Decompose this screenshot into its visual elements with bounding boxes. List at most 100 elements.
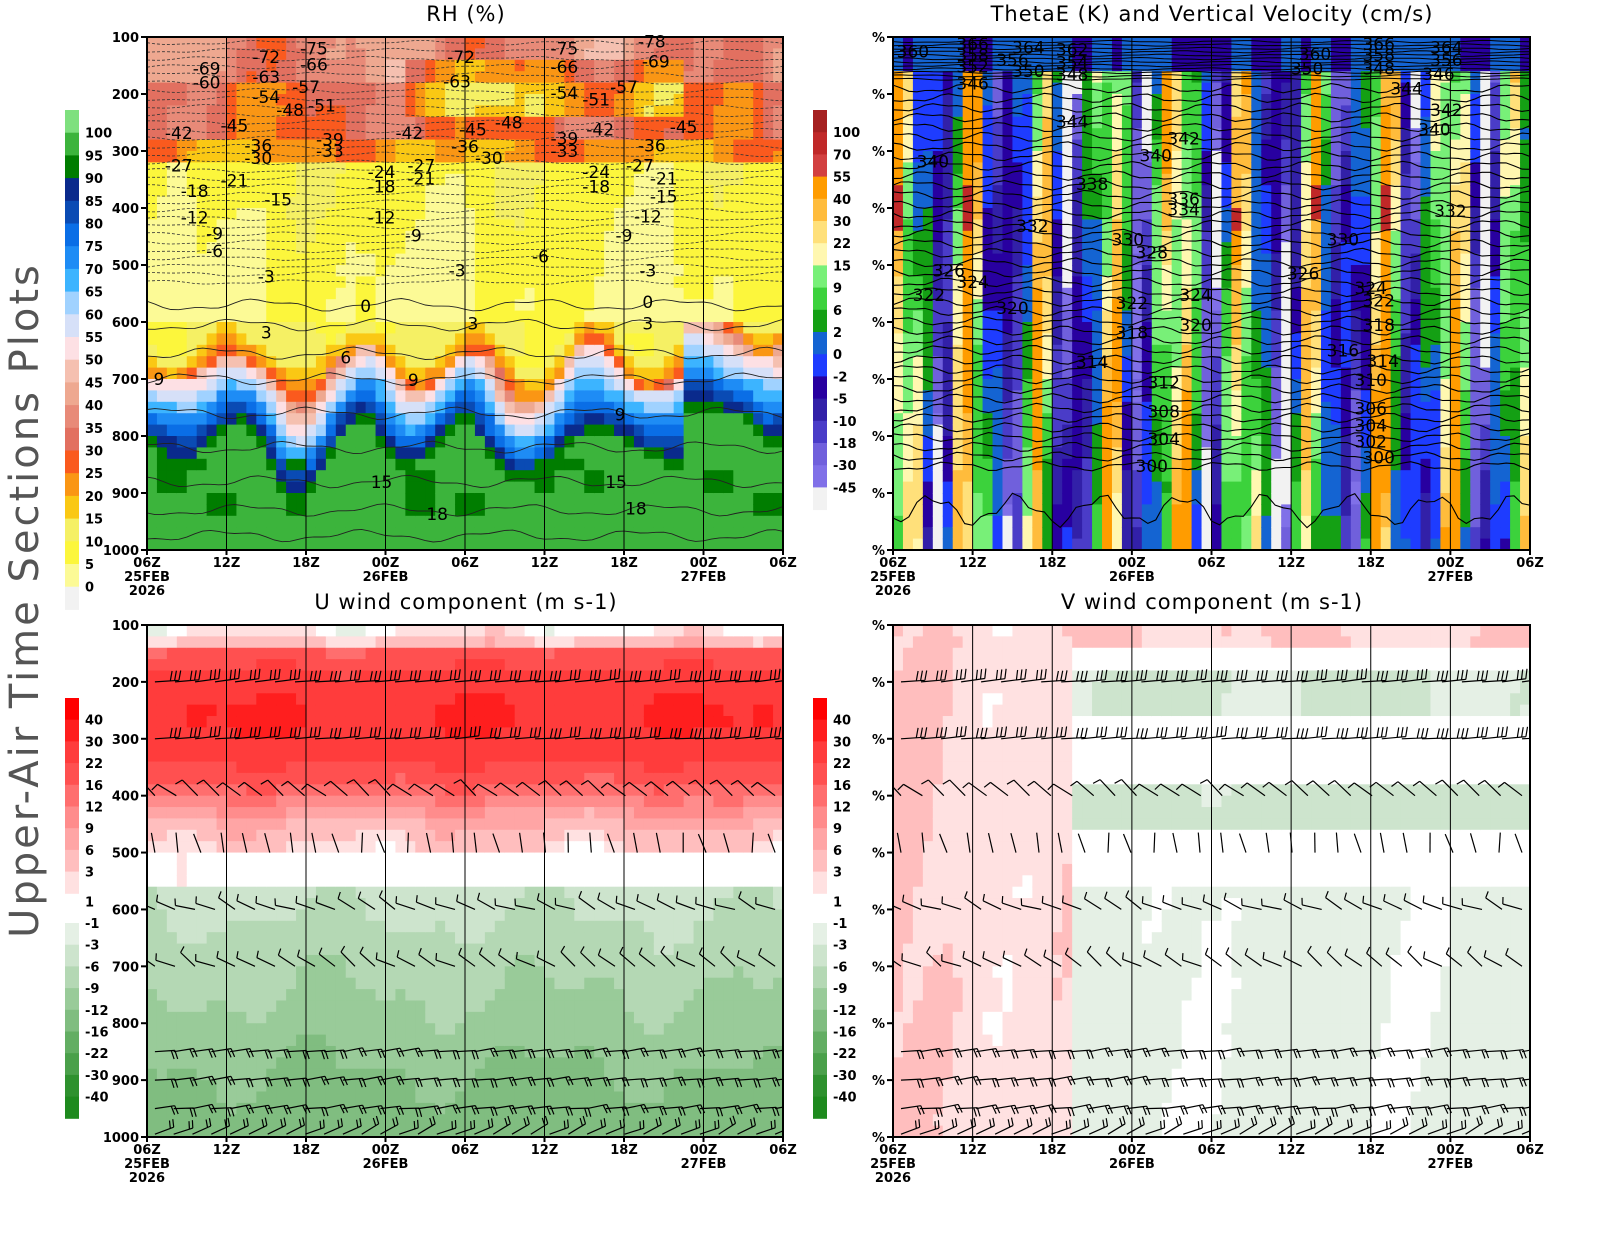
rh-field-cell [643,538,655,550]
thetae-field-cell [972,515,984,528]
rh-field-cell [544,436,556,448]
rh-field-cell [504,515,516,528]
rh-contour-label: -21 [221,172,249,192]
rh-field-cell [753,493,764,505]
rh-field-cell [395,265,406,277]
rh-field-cell [216,196,228,209]
rh-field-cell [355,173,367,186]
rh-field-cell [733,37,744,49]
thetae-field-cell [1271,390,1282,403]
rh-field-cell [216,230,228,243]
thetae-field-cell [1201,71,1213,84]
rh-field-cell [753,299,764,312]
rh-contour-label: 15 [605,473,627,493]
rh-field-cell [256,162,267,175]
thetae-field-cell [902,71,914,84]
thetae-field-cell [1251,94,1262,106]
thetae-field-cell [1251,287,1262,300]
thetae-field-cell [992,356,1004,369]
rh-field-cell [743,94,754,106]
thetae-field-cell [942,48,954,61]
thetae-field-cell [1231,116,1242,129]
rh-field-cell [286,173,297,186]
rh-field-cell [534,436,546,448]
rh-field-cell [733,219,744,232]
thetae-field-cell [952,333,964,346]
rh-field-cell [156,401,168,414]
thetae-field-cell [1161,527,1173,540]
rh-field-cell [435,82,446,95]
rh-field-cell [604,447,615,460]
rh-field-cell [743,504,754,517]
rh-field-cell [643,208,655,220]
rh-field-cell [594,504,605,517]
thetae-field-cell [1291,59,1302,72]
rh-field-cell [733,390,744,403]
rh-field-cell [703,185,715,198]
thetae-field-cell [1161,333,1173,346]
rh-field-cell [753,37,764,49]
rh-field-cell [156,470,168,483]
rh-field-cell [693,344,705,357]
rh-field-cell [246,139,257,152]
rh-field-cell [325,230,337,243]
rh-field-cell [306,185,317,198]
thetae-field-cell [1092,424,1103,437]
rh-field-cell [465,379,476,391]
rh-field-cell [753,82,764,95]
rh-field-cell [693,196,705,209]
thetae-field-cell [1171,379,1183,391]
thetae-field-cell [1062,322,1073,334]
thetae-field-cell [972,527,984,540]
rh-field-cell [514,299,526,312]
rh-field-cell [614,71,625,84]
rh-field-cell [594,139,605,152]
thetae-field-cell [1052,287,1063,300]
rh-field-cell [544,527,556,540]
thetae-field-cell [902,299,914,312]
thetae-field-cell [912,208,924,220]
thetae-field-cell [1201,447,1213,460]
rh-field-cell [494,310,506,323]
thetae-field-cell [932,527,944,540]
thetae-field-cell [893,447,904,460]
thetae-field-cell [1211,470,1223,483]
thetae-field-cell [1221,265,1233,277]
thetae-field-cell [1241,436,1252,448]
rh-field-cell [425,310,436,323]
rh-field-cell [773,470,783,483]
rh-field-cell [256,333,267,346]
thetae-field-cell [962,481,974,494]
rh-field-cell [256,287,267,300]
rh-field-cell [156,128,168,141]
rh-field-cell [306,208,317,220]
rh-field-cell [455,493,466,505]
rh-field-cell [455,139,466,152]
thetae-field-cell [992,401,1004,414]
thetae-field-cell [1201,356,1213,369]
rh-field-cell [633,322,645,334]
rh-field-cell [753,162,764,175]
thetae-field-cell [1211,196,1223,209]
rh-field-cell [524,59,536,72]
thetae-field-cell [1201,48,1213,61]
rh-field-cell [723,458,734,471]
thetae-field-cell [1002,527,1014,540]
rh-field-cell [484,276,496,289]
thetae-field-cell [1111,447,1123,460]
thetae-field-cell [1191,538,1203,550]
rh-field-cell [544,82,556,95]
rh-field-cell [584,71,595,84]
thetae-field-cell [982,493,994,505]
rh-field-cell [435,37,446,49]
rh-field-cell [435,128,446,141]
rh-field-cell [653,48,665,61]
rh-field-cell [395,538,406,550]
rh-field-cell [216,253,228,266]
rh-field-cell [296,105,307,118]
thetae-field-cell [1102,105,1113,118]
thetae-field-cell [1241,413,1252,426]
rh-field-cell [753,436,764,448]
rh-field-cell [693,390,705,403]
thetae-field-cell [1281,401,1292,414]
